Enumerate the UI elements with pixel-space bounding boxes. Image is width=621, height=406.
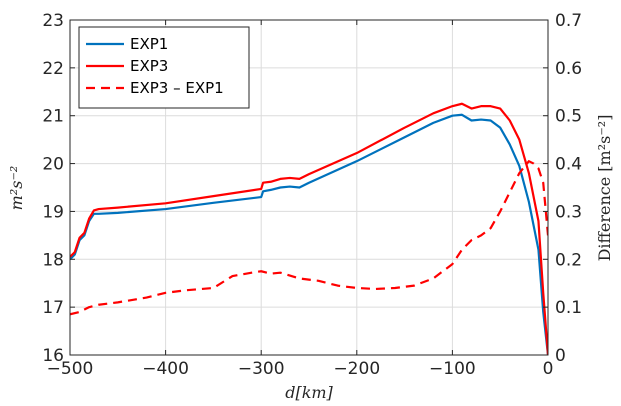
y-left-tick-label: 22 xyxy=(42,59,64,79)
legend-label-exp3-minus-exp1: EXP3 – EXP1 xyxy=(130,79,224,97)
y-left-tick-label: 17 xyxy=(42,298,64,318)
y-right-tick-label: 0 xyxy=(555,346,566,366)
series-line-exp3-minus-exp1 xyxy=(70,160,548,316)
y-right-tick-label: 0.4 xyxy=(555,155,582,175)
y-right-tick-label: 0.6 xyxy=(555,59,582,79)
legend-label-exp1: EXP1 xyxy=(130,35,168,53)
axis-labels: d[km] m²s⁻² Difference [m²s⁻²] xyxy=(7,115,614,402)
series-line-exp3 xyxy=(70,102,548,355)
y-axis-right-label: Difference [m²s⁻²] xyxy=(595,115,614,262)
y-right-tick-label: 0.3 xyxy=(555,202,582,222)
x-tick-label: −400 xyxy=(142,359,189,379)
y-left-tick-label: 20 xyxy=(42,155,64,175)
y-left-tick-label: 16 xyxy=(42,346,64,366)
y-axis-left-label: m²s⁻² xyxy=(7,166,26,211)
x-tick-label: −100 xyxy=(429,359,476,379)
y-left-tick-label: 18 xyxy=(42,250,64,270)
y-left-tick-label: 21 xyxy=(42,107,64,127)
x-tick-label: −300 xyxy=(238,359,285,379)
series-group xyxy=(70,102,548,355)
y-left-tick-label: 23 xyxy=(42,11,64,31)
x-tick-label: −200 xyxy=(333,359,380,379)
series-layer xyxy=(70,102,548,355)
y-left-tick-label: 19 xyxy=(42,202,64,222)
y-right-tick-label: 0.5 xyxy=(555,107,582,127)
legend: EXP1 EXP3 EXP3 – EXP1 xyxy=(78,26,250,109)
legend-box xyxy=(78,26,250,109)
x-axis-label: d[km] xyxy=(285,383,333,402)
ticks: −500 −400 −300 −200 −100 0 16 17 18 19 20 21 22 23 0 0.… xyxy=(42,11,582,379)
series-line-exp1 xyxy=(70,113,548,355)
y-right-tick-label: 0.7 xyxy=(555,11,582,31)
x-tick-label: −500 xyxy=(47,359,94,379)
y-right-tick-label: 0.2 xyxy=(555,250,582,270)
plot-frame xyxy=(69,19,549,356)
legend-label-exp3: EXP3 xyxy=(130,57,168,75)
y-right-tick-label: 0.1 xyxy=(555,298,582,318)
x-tick-label: 0 xyxy=(543,359,554,379)
